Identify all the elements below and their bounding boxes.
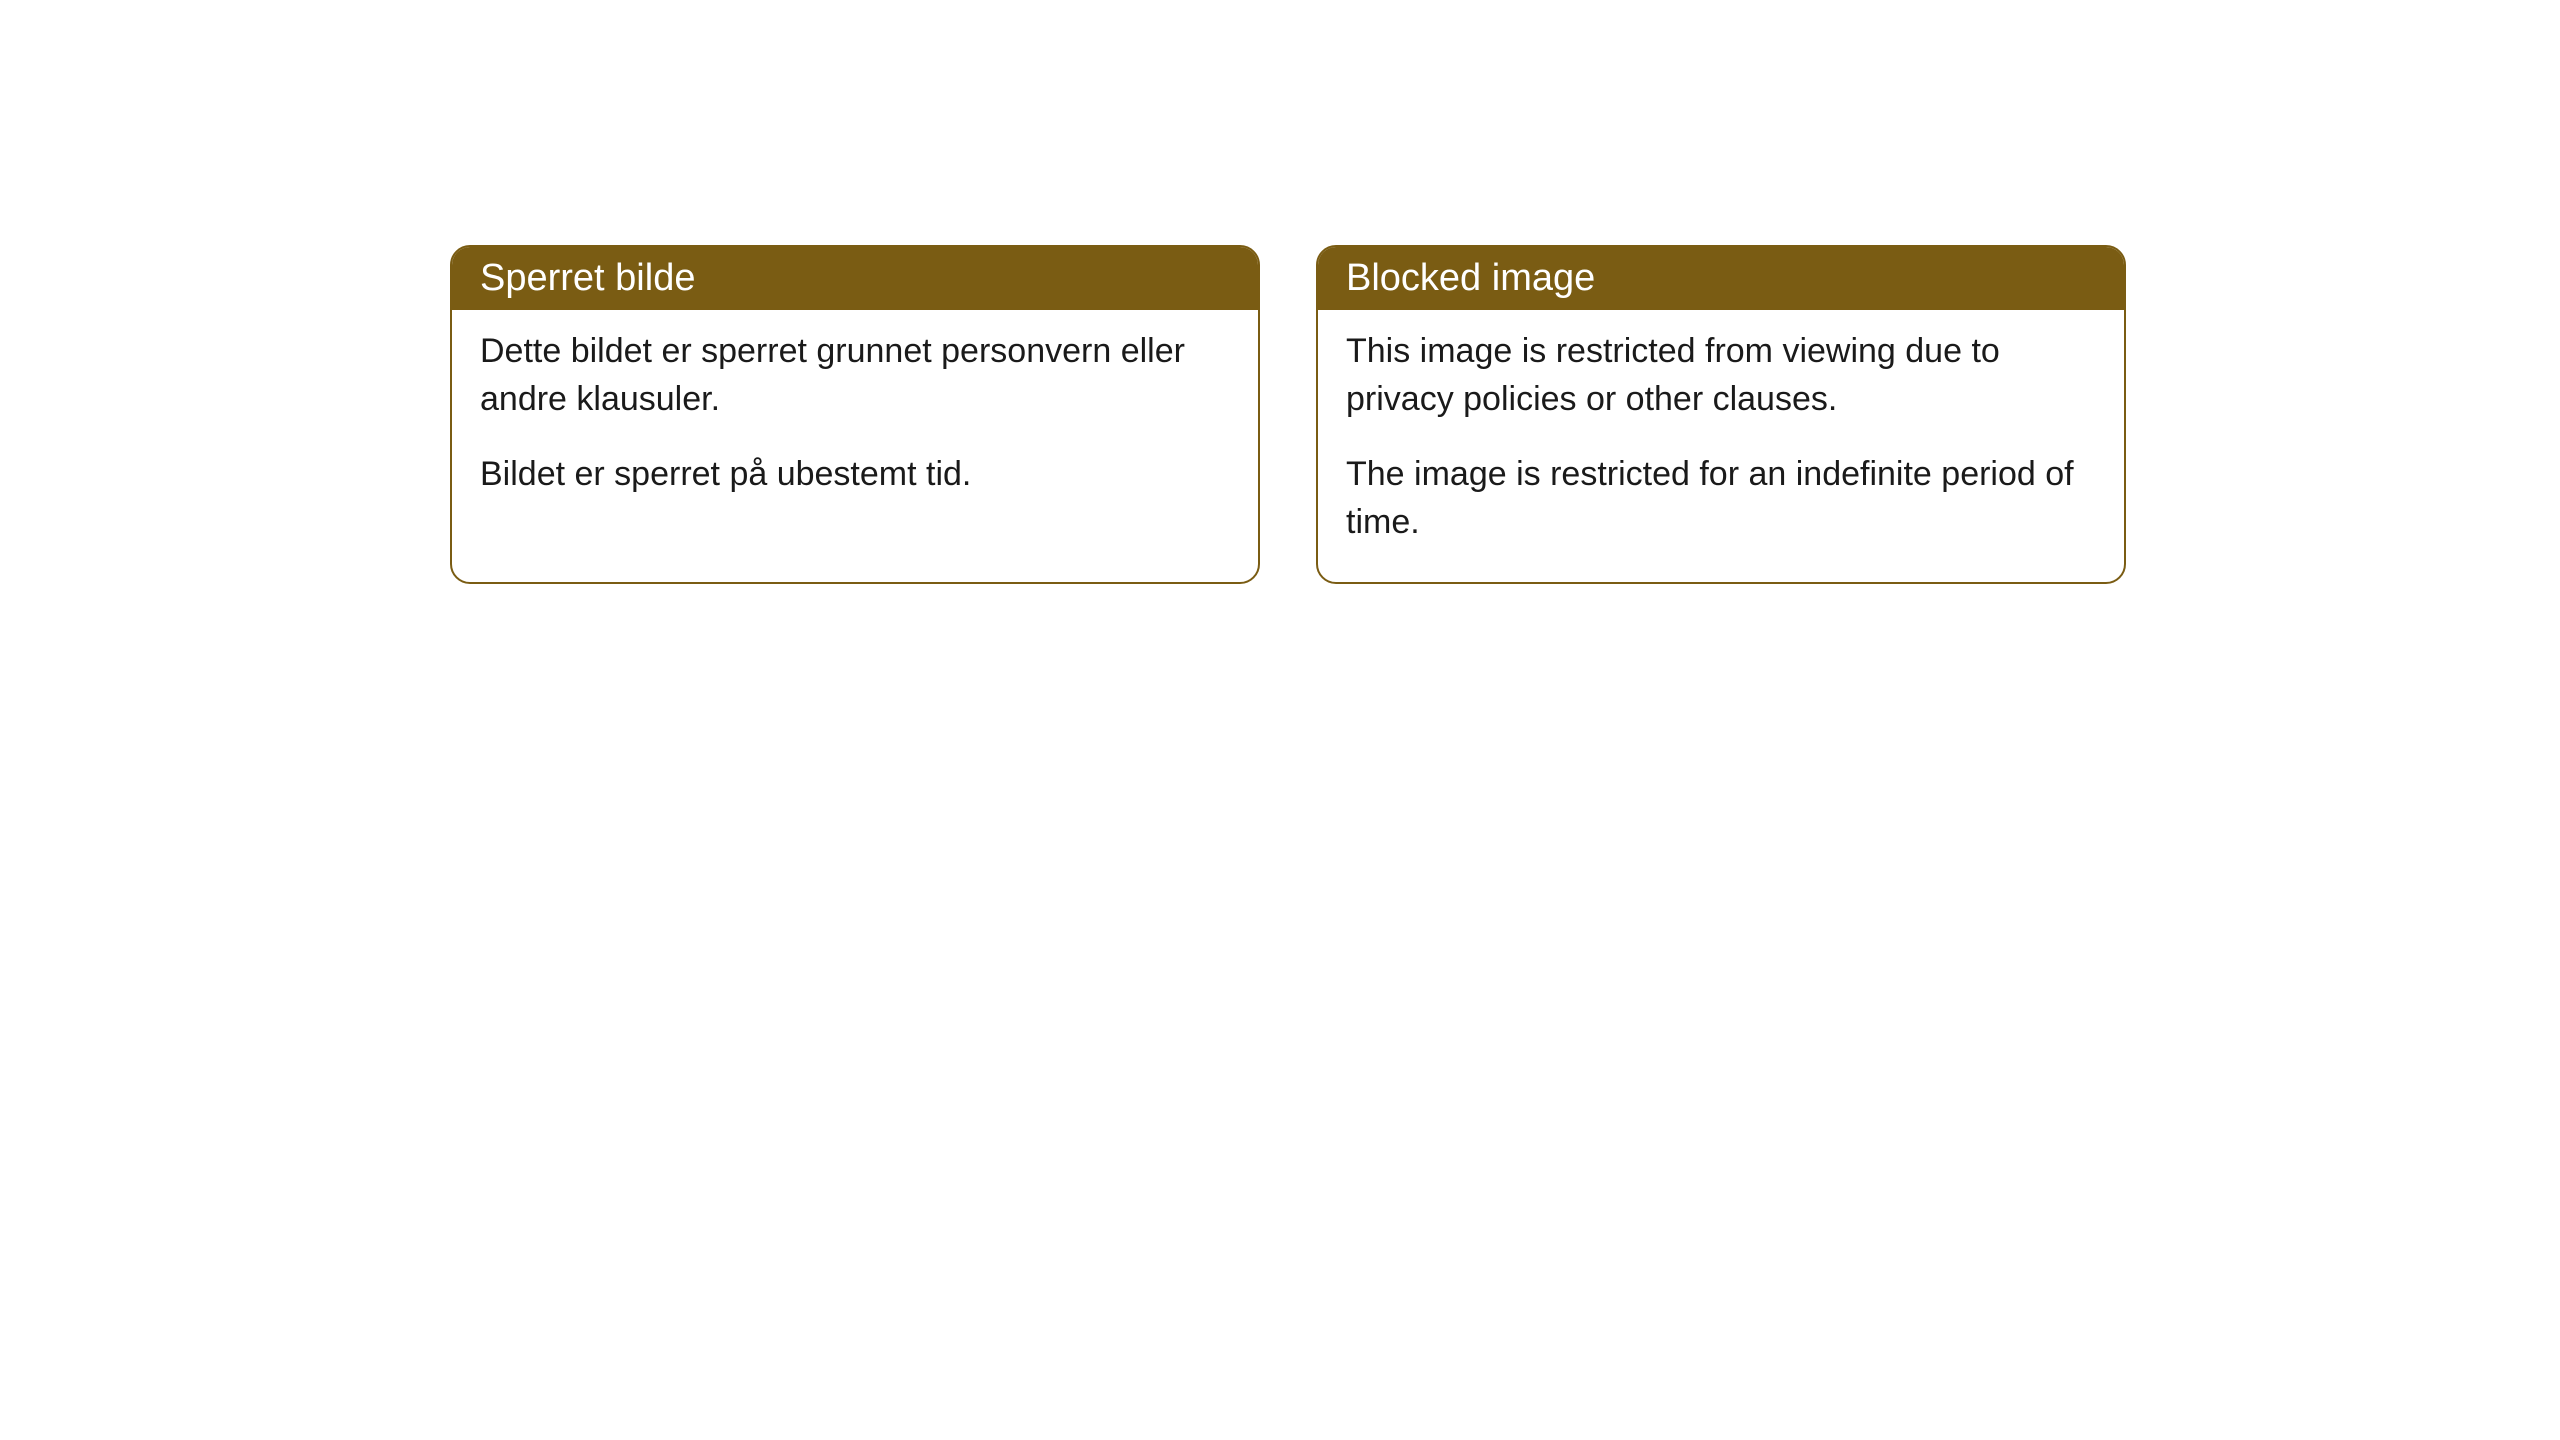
card-header: Blocked image xyxy=(1318,247,2124,310)
card-body: Dette bildet er sperret grunnet personve… xyxy=(452,310,1258,535)
card-paragraph: The image is restricted for an indefinit… xyxy=(1346,451,2096,546)
card-body: This image is restricted from viewing du… xyxy=(1318,310,2124,582)
card-title: Blocked image xyxy=(1346,257,1595,299)
card-title: Sperret bilde xyxy=(480,257,695,299)
card-header: Sperret bilde xyxy=(452,247,1258,310)
card-paragraph: Bildet er sperret på ubestemt tid. xyxy=(480,451,1230,499)
notice-cards-container: Sperret bilde Dette bildet er sperret gr… xyxy=(450,245,2126,584)
notice-card-norwegian: Sperret bilde Dette bildet er sperret gr… xyxy=(450,245,1260,584)
card-paragraph: Dette bildet er sperret grunnet personve… xyxy=(480,328,1230,423)
card-paragraph: This image is restricted from viewing du… xyxy=(1346,328,2096,423)
notice-card-english: Blocked image This image is restricted f… xyxy=(1316,245,2126,584)
